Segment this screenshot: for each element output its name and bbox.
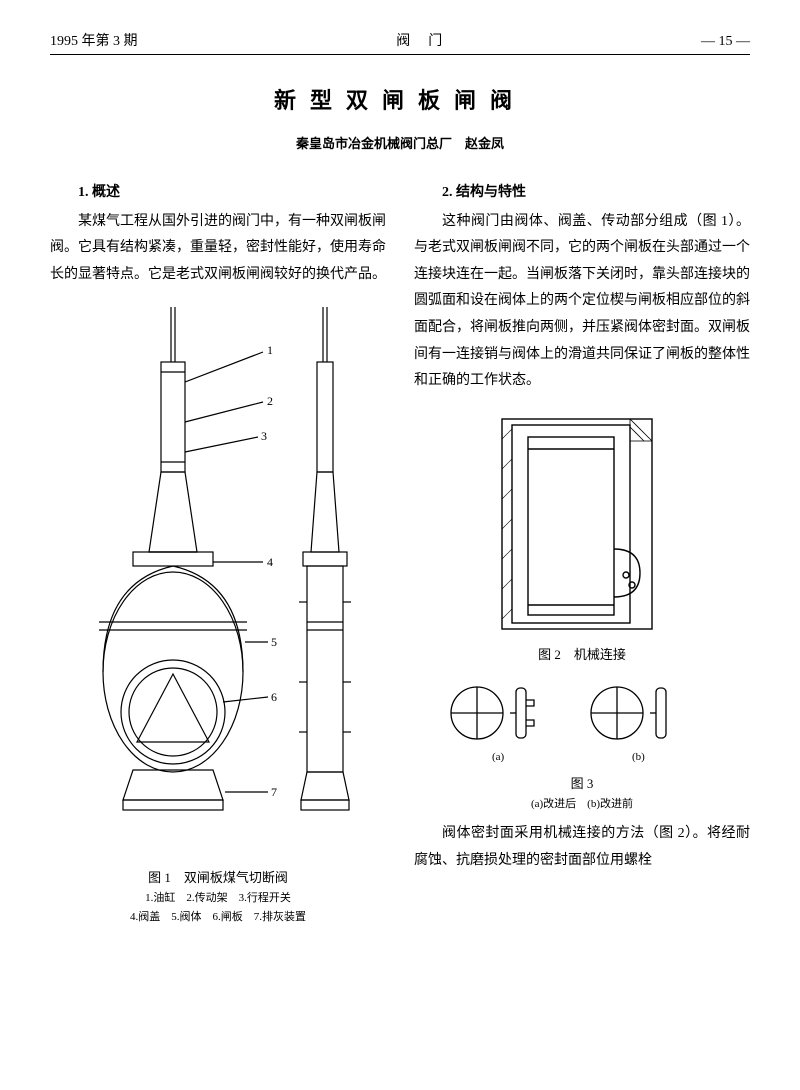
fig1-label-5: 5 (271, 635, 277, 649)
content-columns: 1. 概述 某煤气工程从国外引进的阀门中，有一种双闸板闸阀。它具有结构紧凑，重量… (50, 180, 750, 935)
section-1-body: 某煤气工程从国外引进的阀门中，有一种双闸板闸阀。它具有结构紧凑，重量轻，密封性能… (50, 209, 386, 289)
fig1-label-4: 4 (267, 555, 273, 569)
page-header: 1995 年第 3 期 阀门 — 15 — (50, 30, 750, 55)
article-title: 新型双闸板闸阀 (50, 83, 750, 115)
figure-2-caption: 图 2 机械连接 (414, 645, 750, 665)
fig1-label-2: 2 (267, 394, 273, 408)
figure-1-caption: 图 1 双闸板煤气切断阀 (50, 868, 386, 888)
fig1-label-7: 7 (271, 785, 277, 799)
figure-1-svg: 1 2 3 4 5 6 7 (63, 302, 373, 862)
figure-1-legend-2: 4.阀盖 5.阀体 6.闸板 7.排灰装置 (50, 909, 386, 927)
figure-3-sub: (a)改进后 (b)改进前 (414, 796, 750, 814)
left-column: 1. 概述 某煤气工程从国外引进的阀门中，有一种双闸板闸阀。它具有结构紧凑，重量… (50, 180, 386, 935)
header-right: — 15 — (701, 34, 750, 50)
figure-3: (a) (b) 图 3 (a)改进后 (b)改进前 (414, 678, 750, 813)
section-2-body: 这种阀门由阀体、阀盖、传动部分组成（图 1）。与老式双闸板闸阀不同，它的两个闸板… (414, 209, 750, 395)
fig1-label-3: 3 (261, 429, 267, 443)
fig1-label-6: 6 (271, 690, 277, 704)
figure-2: 图 2 机械连接 (414, 409, 750, 665)
fig3-label-a: (a) (492, 751, 505, 763)
section-2-heading: 2. 结构与特性 (414, 180, 750, 207)
figure-3-svg: (a) (b) (432, 678, 732, 768)
header-center: 阀门 (378, 30, 460, 50)
figure-3-caption: 图 3 (414, 774, 750, 794)
figure-1-legend-1: 1.油缸 2.传动架 3.行程开关 (50, 890, 386, 908)
tail-paragraph: 阀体密封面采用机械连接的方法（图 2）。将经耐腐蚀、抗磨损处理的密封面部位用螺栓 (414, 821, 750, 874)
figure-1: 1 2 3 4 5 6 7 (50, 302, 386, 927)
article-byline: 秦皇岛市冶金机械阀门总厂 赵金凤 (50, 133, 750, 152)
section-1-heading: 1. 概述 (50, 180, 386, 207)
right-column: 2. 结构与特性 这种阀门由阀体、阀盖、传动部分组成（图 1）。与老式双闸板闸阀… (414, 180, 750, 935)
fig1-label-1: 1 (267, 343, 273, 357)
fig3-label-b: (b) (632, 751, 645, 763)
header-left: 1995 年第 3 期 (50, 30, 138, 50)
figure-2-svg (472, 409, 692, 639)
